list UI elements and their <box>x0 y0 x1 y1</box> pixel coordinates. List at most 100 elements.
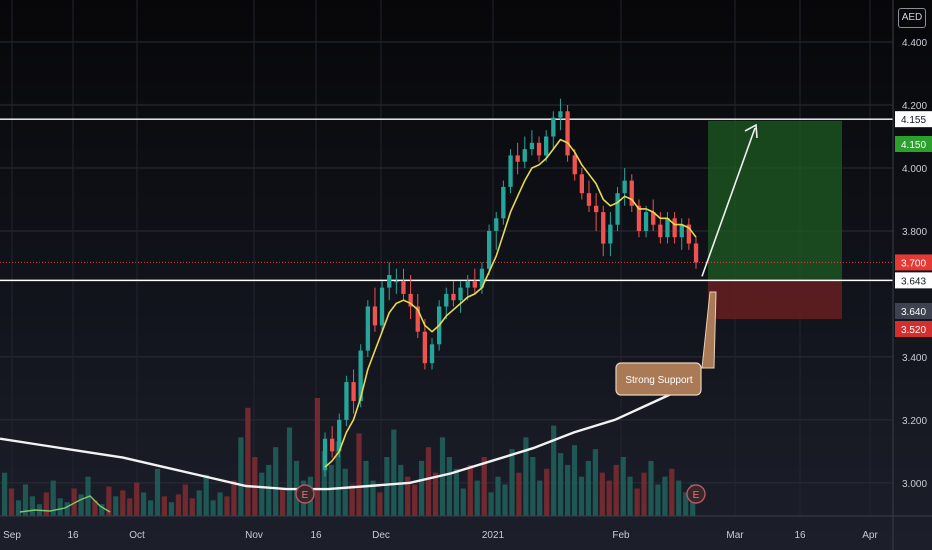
volume-bar <box>662 476 668 516</box>
volume-bar <box>349 484 355 516</box>
volume-bar <box>189 498 195 516</box>
y-tick-label: 3.000 <box>902 479 927 490</box>
x-tick-label: Sep <box>3 530 21 541</box>
candle <box>358 350 363 401</box>
volume-bar <box>641 472 647 516</box>
earnings-marker-label: E <box>302 490 309 501</box>
candle <box>551 117 556 137</box>
candle <box>536 142 542 156</box>
price-tag-support <box>895 272 932 289</box>
volume-bar <box>585 460 591 516</box>
volume-bar <box>2 472 8 516</box>
candle <box>501 186 506 219</box>
volume-bar <box>453 468 459 516</box>
volume-bar <box>655 484 661 516</box>
price-tag-support-label: 3.643 <box>901 276 926 287</box>
candle <box>636 205 642 231</box>
price-tag-resistance <box>895 111 932 128</box>
earnings-marker-icon <box>686 484 706 504</box>
volume-bar <box>460 488 466 516</box>
volume-bar <box>196 490 202 516</box>
volume-bar <box>57 498 63 516</box>
volume-bar <box>571 445 578 516</box>
candle <box>601 212 606 244</box>
candle <box>629 180 634 206</box>
volume-bar <box>405 476 411 516</box>
volume-bar <box>627 476 633 516</box>
candle <box>322 438 328 471</box>
volume-bar <box>419 460 425 516</box>
x-tick-label: 16 <box>67 530 79 541</box>
candle <box>422 331 427 364</box>
candle <box>558 111 563 118</box>
volume-bar <box>606 480 612 516</box>
candle <box>615 193 620 225</box>
price-tag-target-label: 4.150 <box>901 140 926 151</box>
volume-bar <box>363 460 369 516</box>
arrow-head-icon <box>744 123 758 139</box>
volume-bar <box>120 490 126 516</box>
volume-bar <box>64 502 70 516</box>
ma200-line <box>0 381 698 491</box>
candle <box>579 174 584 194</box>
price-tag-resistance-label: 4.155 <box>901 115 926 126</box>
volume-bar <box>565 464 571 516</box>
volume-bar <box>71 488 77 516</box>
stop-zone <box>708 280 842 320</box>
candle <box>394 281 399 283</box>
volume-bar <box>92 500 98 516</box>
ema-line <box>324 138 697 468</box>
candle <box>679 224 684 238</box>
candle <box>586 193 592 206</box>
volume-bar <box>683 492 689 516</box>
volume-bar <box>439 437 446 516</box>
volume-bar <box>467 464 473 516</box>
candle <box>472 281 477 288</box>
currency-button[interactable]: AED <box>898 8 926 28</box>
candle <box>337 419 342 452</box>
volume-bar <box>266 464 272 516</box>
y-tick-label: 3.200 <box>902 416 927 427</box>
candle <box>651 212 656 225</box>
volume-bar <box>127 498 133 516</box>
volume-bar <box>175 494 181 516</box>
volume-bar <box>544 468 550 516</box>
volume-bar <box>558 453 564 516</box>
volume-bar <box>446 457 452 516</box>
candle <box>529 142 535 150</box>
price-tag-entry-label: 3.640 <box>901 307 926 318</box>
x-tick-label: Feb <box>612 530 630 541</box>
candle <box>408 293 413 307</box>
volume-bar <box>29 496 35 516</box>
volume-bar <box>370 480 376 516</box>
y-tick-label: 4.400 <box>902 38 927 49</box>
volume-bar <box>43 492 49 516</box>
candle <box>643 212 649 231</box>
volume-bar <box>495 476 501 516</box>
candle <box>658 224 663 238</box>
volume-bar <box>592 449 598 516</box>
candle <box>351 382 356 401</box>
volume-bar <box>321 451 327 516</box>
volume-bar <box>314 398 320 516</box>
volume-bar <box>551 425 557 516</box>
volume-bar <box>432 472 439 516</box>
early-ema-line <box>19 495 111 513</box>
y-tick-label: 4.200 <box>902 101 927 112</box>
volume-bar <box>509 449 515 516</box>
volume-bar <box>398 464 404 516</box>
price-tag-last-label: 3.700 <box>901 258 926 269</box>
x-tick-label: Apr <box>862 530 878 541</box>
x-tick-label: Mar <box>726 530 744 541</box>
volume-bar <box>523 437 529 516</box>
x-tick-label: Nov <box>245 530 263 541</box>
candle <box>693 243 699 263</box>
callout-pointer <box>701 291 717 369</box>
candle <box>622 180 627 194</box>
x-tick-label: Oct <box>129 530 145 541</box>
candle <box>565 111 570 156</box>
volume-bar <box>335 441 341 516</box>
price-tag-target <box>895 136 932 152</box>
